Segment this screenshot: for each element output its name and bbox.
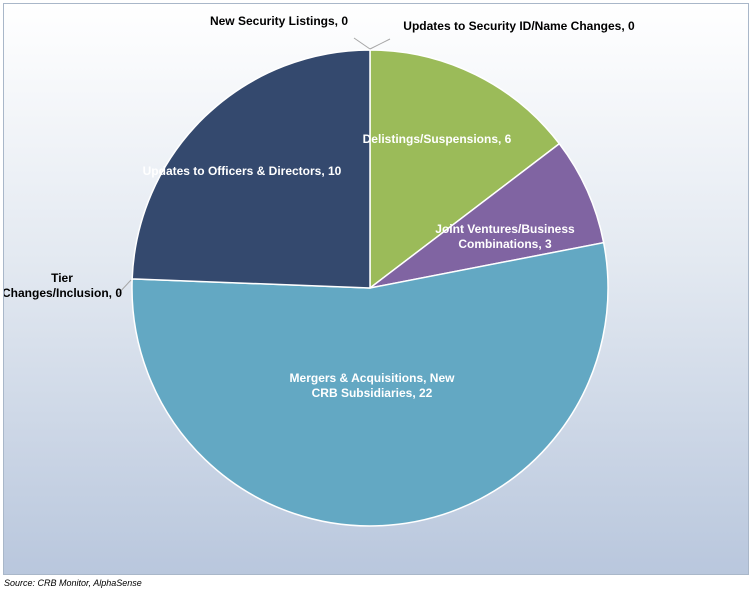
chart-area: New Security Listings, 0 Updates to Secur… — [3, 3, 749, 575]
data-label-2: Updates to Security ID/Name Changes, 0 — [403, 19, 635, 33]
data-label-3: Delistings/Suspensions, 6 — [363, 132, 512, 146]
data-label-7: Updates to Officers & Directors, 10 — [143, 164, 342, 178]
source-note: Source: CRB Monitor, AlphaSense — [4, 578, 142, 588]
pie-chart: New Security Listings, 0 Updates to Secur… — [4, 14, 635, 527]
leader-line-1 — [353, 37, 371, 50]
pie-slice-3 — [369, 49, 561, 290]
pie-slice-5 — [131, 241, 609, 527]
leader-line-2 — [369, 38, 391, 50]
data-label-6: Tier Changes/Inclusion, 0 — [4, 271, 122, 300]
pie-slice-4 — [369, 142, 605, 289]
data-label-4: Joint Ventures/Business Combinations, 3 — [435, 222, 575, 251]
data-label-5: Mergers & Acquisitions, New CRB Subsidiar… — [290, 371, 456, 400]
pie-slice-7 — [131, 49, 371, 289]
leader-line-6 — [116, 279, 132, 296]
data-label-1: New Security Listings, 0 — [210, 14, 348, 28]
